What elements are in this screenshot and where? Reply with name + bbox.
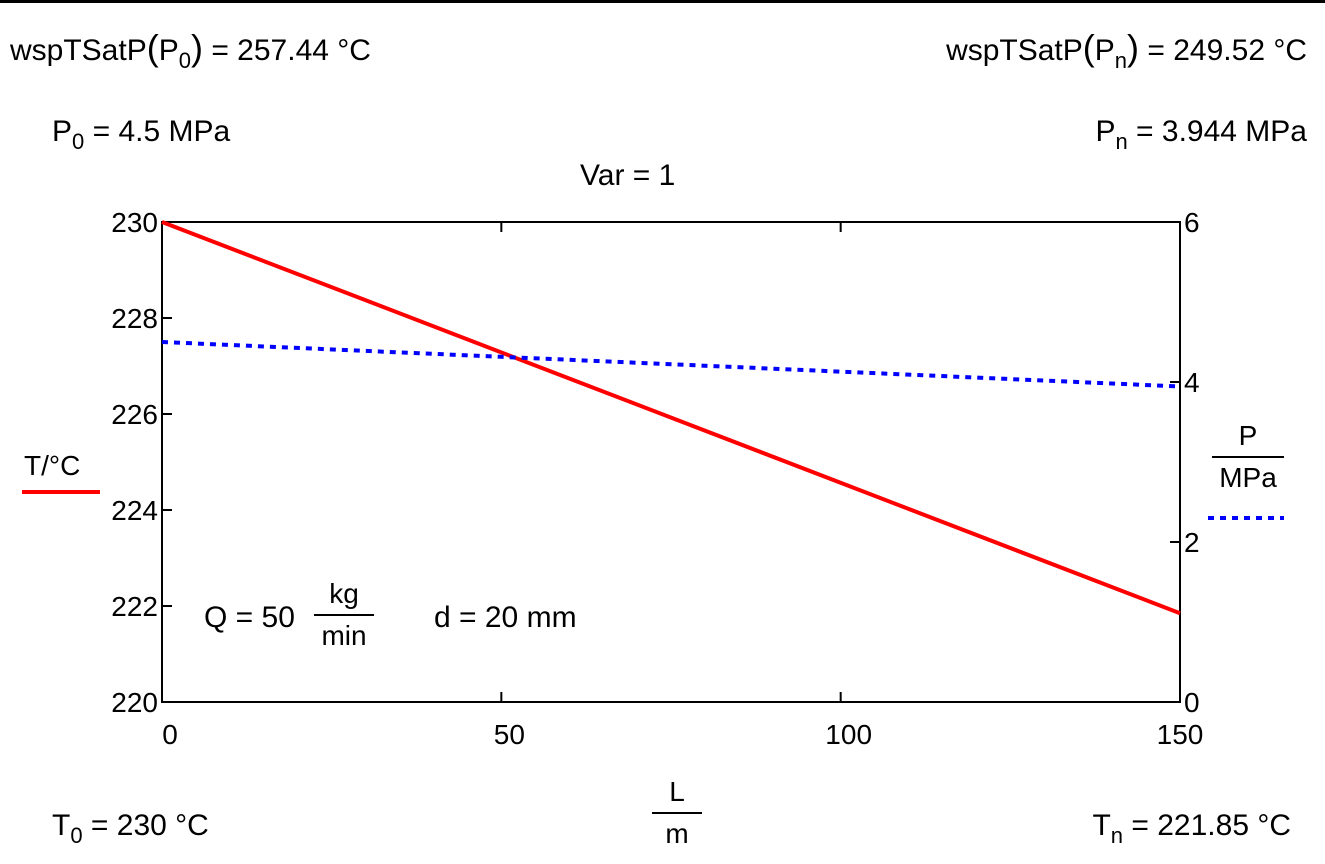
tsat-p0-readout: wspTSatP(P0) = 257.44 °C [10, 27, 371, 74]
tsat-p0-arg: P [158, 34, 179, 67]
series-group [161, 220, 1181, 616]
tsat-pn-fn: wspTSatP [946, 34, 1083, 67]
right-axis-label-den: MPa [1219, 462, 1277, 493]
tsat-pn-sub: n [1114, 48, 1128, 73]
flow-rate-unit: kg min [314, 578, 374, 652]
y-right-tick-label: 0 [1184, 687, 1200, 718]
x-axis-label: L m [652, 776, 702, 850]
tick-labels: 0 50 100 150 220 222 224 226 228 230 0 2 4 6 [111, 207, 1203, 750]
tsat-p0-open-paren: ( [146, 27, 159, 68]
flow-rate-unit-num: kg [329, 578, 359, 609]
pressure-series-line [161, 340, 1181, 389]
y-left-tick-label: 222 [111, 591, 158, 622]
var-readout: Var = 1 [580, 159, 676, 192]
left-axis-label: T/°C [24, 450, 81, 481]
tn-name: T [1092, 809, 1111, 842]
x-tick-label: 50 [494, 719, 525, 750]
p0-value: = 4.5 MPa [92, 115, 231, 148]
t0-value: = 230 °C [90, 809, 209, 842]
x-axis-label-bar [652, 812, 702, 814]
x-axis-label-den: m [665, 818, 689, 849]
p0-readout: P0 = 4.5 MPa [52, 114, 231, 154]
right-axis-label-bar [1212, 456, 1284, 458]
tn-sub: n [1110, 823, 1124, 848]
x-axis-label-num: L [669, 776, 685, 807]
tsat-pn-arg: P [1094, 34, 1115, 67]
x-tick-label: 0 [162, 719, 178, 750]
tsat-pn-value: = 249.52 °C [1147, 34, 1307, 67]
y-right-tick-label: 6 [1184, 207, 1200, 238]
y-left-tick-label: 224 [111, 495, 158, 526]
right-axis-label-num: P [1238, 420, 1258, 451]
pn-name: P [1095, 115, 1116, 148]
tn-readout: Tn = 221.85 °C [1092, 808, 1291, 848]
flow-rate-prefix: Q = 50 [204, 601, 295, 634]
y-left-tick-label: 230 [111, 207, 158, 238]
tsat-pn-open-paren: ( [1082, 27, 1095, 68]
pn-readout: Pn = 3.944 MPa [1095, 114, 1307, 154]
x-tick-label: 100 [825, 719, 872, 750]
tsat-p0-fn: wspTSatP [10, 34, 147, 67]
diameter-readout: d = 20 mm [434, 601, 577, 634]
y-left-tick-label: 226 [111, 399, 158, 430]
y-right-tick-label: 4 [1184, 367, 1200, 398]
tsat-pn-readout: wspTSatP(Pn) = 249.52 °C [946, 27, 1307, 74]
pn-sub: n [1115, 129, 1128, 154]
flow-rate-unit-bar [314, 614, 374, 616]
x-tick-label: 150 [1157, 719, 1204, 750]
y-left-tick-label: 220 [111, 687, 158, 718]
temperature-series-line [161, 220, 1181, 616]
right-axis-label: P MPa [1212, 420, 1284, 494]
p0-sub: 0 [72, 129, 85, 154]
pn-value: = 3.944 MPa [1136, 115, 1307, 148]
t0-name: T [52, 809, 71, 842]
t0-sub: 0 [70, 823, 83, 848]
tsat-p0-close-paren: ) [190, 27, 203, 68]
tsat-pn-close-paren: ) [1127, 27, 1140, 68]
y-left-tick-label: 228 [111, 303, 158, 334]
y-right-tick-label: 2 [1184, 527, 1200, 558]
tsat-p0-value: = 257.44 °C [211, 34, 371, 67]
plot-frame [161, 221, 1181, 703]
flow-rate-unit-den: min [321, 620, 367, 651]
t0-readout: T0 = 230 °C [52, 808, 209, 848]
tsat-p0-sub: 0 [178, 48, 191, 73]
top-border [0, 0, 1325, 3]
tn-value: = 221.85 °C [1131, 809, 1291, 842]
p0-name: P [52, 115, 73, 148]
